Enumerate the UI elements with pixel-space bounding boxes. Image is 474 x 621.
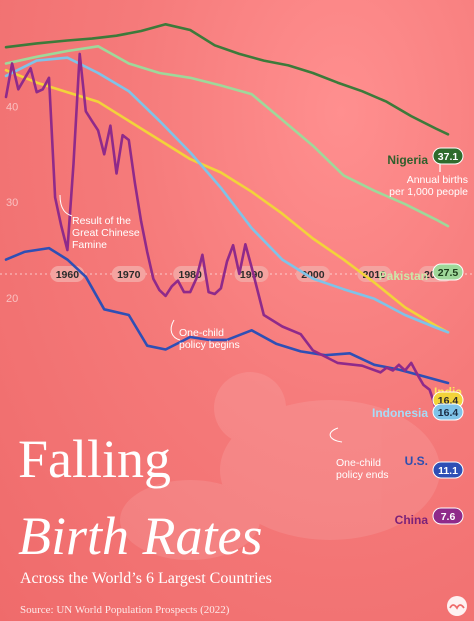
country-label-indonesia: Indonesia xyxy=(372,406,428,420)
x-tick-pill xyxy=(234,266,269,282)
y-tick-label: 30 xyxy=(6,197,18,209)
baby-head-shape xyxy=(214,372,286,444)
value-label-us: 11.1 xyxy=(438,465,458,477)
baby-silhouette-icon xyxy=(120,372,440,560)
series-line-us xyxy=(4,246,450,385)
chart-title-line1: Falling xyxy=(18,429,171,489)
one-child-begins-pointer xyxy=(170,319,181,341)
annotation-units: Annual births per 1,000 people xyxy=(389,174,468,198)
source-note: Source: UN World Population Prospects (2… xyxy=(20,604,230,616)
annotation-one-child-ends: One-child policy ends xyxy=(336,457,389,481)
x-tick-label: 2000 xyxy=(301,269,325,281)
value-label-nigeria: 37.1 xyxy=(438,151,459,163)
annotation-one-child-begins: One-child policy begins xyxy=(179,327,240,351)
value-badge-china xyxy=(432,507,464,525)
brand-logo-icon xyxy=(447,596,467,616)
country-label-nigeria: Nigeria xyxy=(387,153,428,167)
value-badge-us xyxy=(432,461,464,479)
country-label-china: China xyxy=(395,513,429,527)
y-tick-label: 20 xyxy=(6,293,18,305)
baby-body-shape xyxy=(220,400,440,540)
chart-subtitle: Across the World’s 6 Largest Countries xyxy=(20,570,272,587)
value-label-indonesia: 16.4 xyxy=(438,407,459,419)
series-line-india xyxy=(4,68,450,334)
series-line-pakistan xyxy=(4,45,450,228)
y-tick-label: 40 xyxy=(6,102,18,114)
x-tick-label: 1970 xyxy=(117,269,141,281)
famine-pointer xyxy=(59,194,73,217)
value-badge-nigeria xyxy=(432,147,464,165)
series-line-nigeria xyxy=(4,23,450,136)
x-tick-label: 1960 xyxy=(56,269,80,281)
baby-arm-shape xyxy=(120,480,260,560)
chart-title-line2: Birth Rates xyxy=(18,506,262,566)
value-label-china: 7.6 xyxy=(441,511,456,523)
x-tick-label: 1990 xyxy=(240,269,264,281)
x-tick-pill xyxy=(295,266,330,282)
series-line-china xyxy=(4,52,450,419)
country-label-pakistan: Pakistan xyxy=(379,269,428,283)
one-child-ends-pointer xyxy=(329,427,343,443)
value-badge-pakistan xyxy=(432,263,464,281)
value-badge-indonesia xyxy=(432,403,464,421)
value-label-pakistan: 27.5 xyxy=(438,267,459,279)
x-tick-pill xyxy=(111,266,146,282)
x-tick-pill xyxy=(50,266,85,282)
x-tick-pill xyxy=(357,266,392,282)
annotation-famine: Result of the Great Chinese Famine xyxy=(72,215,140,251)
country-label-us: U.S. xyxy=(405,454,428,468)
series-line-indonesia xyxy=(4,56,450,334)
